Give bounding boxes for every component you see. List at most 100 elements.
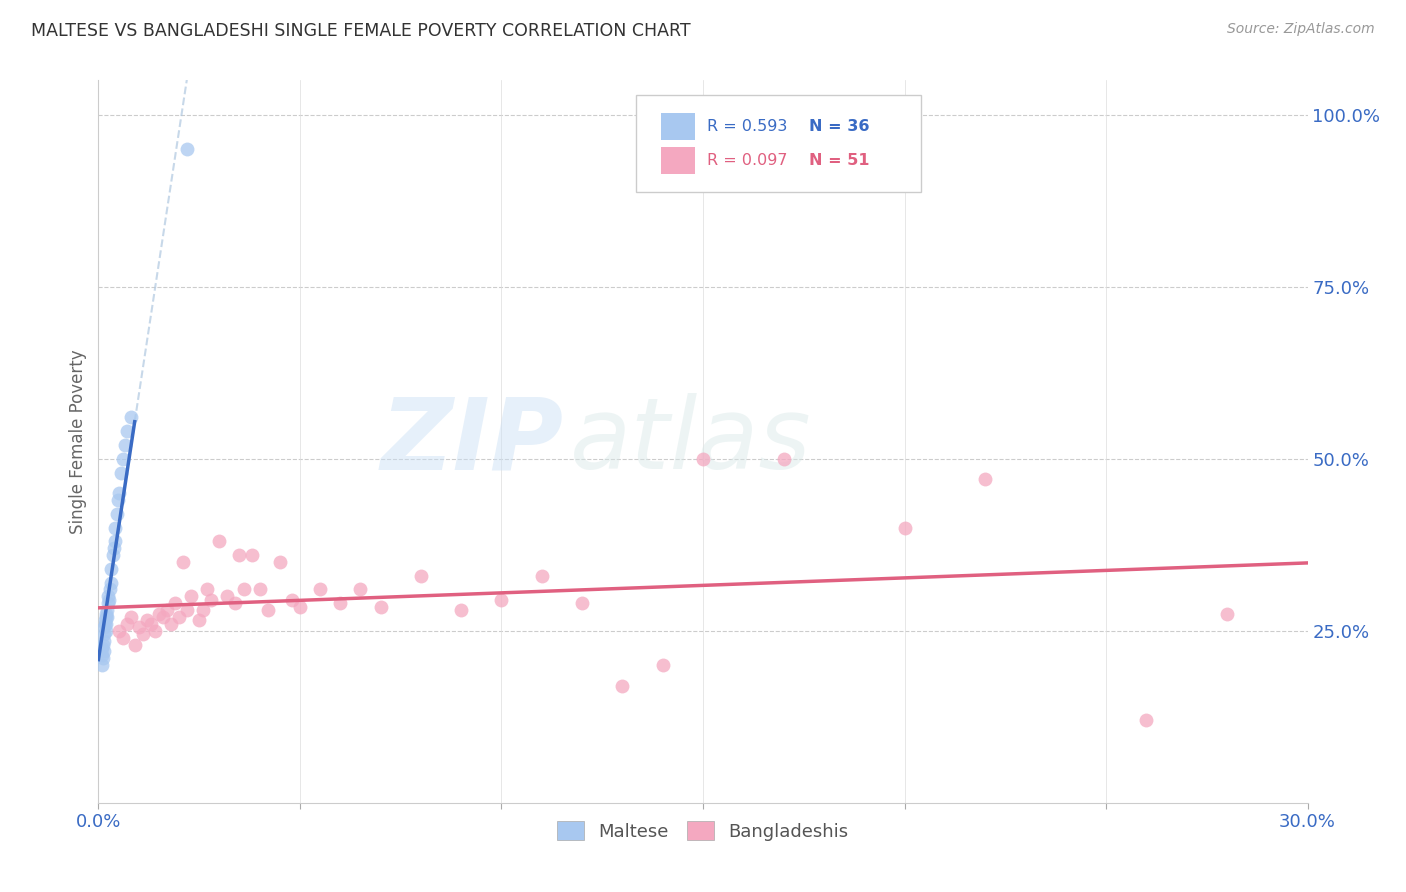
Point <box>349 582 371 597</box>
Text: MALTESE VS BANGLADESHI SINGLE FEMALE POVERTY CORRELATION CHART: MALTESE VS BANGLADESHI SINGLE FEMALE POV… <box>31 22 690 40</box>
Point <box>103 534 125 549</box>
Point <box>409 568 432 582</box>
Point <box>491 592 513 607</box>
Point <box>160 616 183 631</box>
Point <box>100 575 122 590</box>
Point <box>974 472 997 486</box>
FancyBboxPatch shape <box>637 95 921 193</box>
Point <box>450 603 472 617</box>
Point <box>93 620 115 634</box>
Point <box>370 599 392 614</box>
Y-axis label: Single Female Poverty: Single Female Poverty <box>69 350 87 533</box>
Point <box>180 590 202 604</box>
Point <box>208 534 231 549</box>
Point <box>256 603 278 617</box>
Point <box>530 568 553 582</box>
Point <box>217 590 239 604</box>
Point <box>94 610 117 624</box>
Point <box>94 616 117 631</box>
Point <box>115 616 138 631</box>
Point <box>96 610 118 624</box>
Point <box>91 648 114 662</box>
Point <box>139 616 162 631</box>
Point <box>97 592 120 607</box>
Point <box>128 620 150 634</box>
Point <box>114 438 136 452</box>
Point <box>232 582 254 597</box>
Point <box>135 614 157 628</box>
Text: N = 51: N = 51 <box>810 153 870 168</box>
Point <box>612 679 634 693</box>
Point <box>94 614 117 628</box>
Point <box>96 607 118 621</box>
Point <box>100 562 122 576</box>
Text: Source: ZipAtlas.com: Source: ZipAtlas.com <box>1227 22 1375 37</box>
Legend: Maltese, Bangladeshis: Maltese, Bangladeshis <box>550 814 856 848</box>
Point <box>91 651 114 665</box>
Point <box>156 603 179 617</box>
Point <box>269 555 291 569</box>
Point <box>104 520 127 534</box>
Point <box>281 592 304 607</box>
Point <box>176 603 198 617</box>
Point <box>107 486 129 500</box>
Point <box>176 142 198 156</box>
Point <box>148 607 170 621</box>
Point <box>120 610 142 624</box>
Point <box>93 634 115 648</box>
Point <box>651 658 673 673</box>
Point <box>193 603 215 617</box>
Point <box>93 644 115 658</box>
Point <box>98 582 121 597</box>
Point <box>893 520 915 534</box>
Point <box>132 627 155 641</box>
Point <box>90 658 112 673</box>
Point <box>309 582 332 597</box>
Point <box>249 582 271 597</box>
FancyBboxPatch shape <box>661 112 695 140</box>
Point <box>105 507 128 521</box>
Point <box>288 599 311 614</box>
Text: R = 0.097: R = 0.097 <box>707 153 787 168</box>
Point <box>200 592 222 607</box>
Point <box>195 582 218 597</box>
Point <box>93 627 115 641</box>
Point <box>91 640 114 655</box>
Point <box>107 493 129 508</box>
Point <box>1135 713 1157 727</box>
Point <box>103 541 125 556</box>
Point <box>143 624 166 638</box>
Point <box>124 638 146 652</box>
Point <box>101 548 124 562</box>
Text: N = 36: N = 36 <box>810 119 870 134</box>
Point <box>111 631 134 645</box>
Point <box>91 638 114 652</box>
Point <box>224 596 246 610</box>
Point <box>571 596 593 610</box>
Point <box>188 614 211 628</box>
Point <box>96 616 118 631</box>
Point <box>107 624 129 638</box>
Point <box>97 590 120 604</box>
Point <box>110 466 132 480</box>
Point <box>172 555 194 569</box>
Point <box>94 624 117 638</box>
Point <box>115 424 138 438</box>
Point <box>97 596 120 610</box>
Text: R = 0.593: R = 0.593 <box>707 119 787 134</box>
Point <box>228 548 250 562</box>
Point <box>1216 607 1239 621</box>
Point <box>96 603 118 617</box>
Point <box>163 596 186 610</box>
Point <box>240 548 263 562</box>
Point <box>167 610 190 624</box>
Point <box>692 451 714 466</box>
Text: ZIP: ZIP <box>381 393 564 490</box>
Text: atlas: atlas <box>569 393 811 490</box>
FancyBboxPatch shape <box>661 147 695 174</box>
Point <box>772 451 794 466</box>
Point <box>111 451 134 466</box>
Point <box>329 596 352 610</box>
Point <box>120 410 142 425</box>
Point <box>152 610 174 624</box>
